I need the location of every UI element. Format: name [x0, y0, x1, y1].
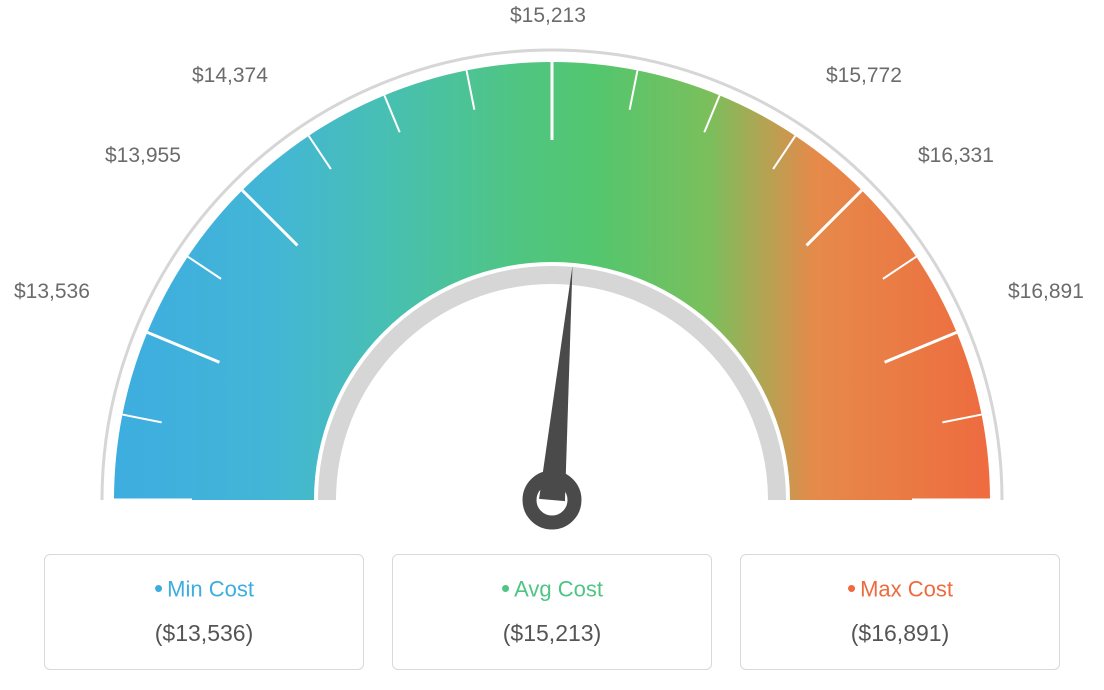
legend-title-max: •Max Cost — [751, 575, 1049, 606]
gauge-tick-label: $16,331 — [918, 144, 994, 168]
legend-dot-icon: • — [501, 573, 510, 604]
legend-row: •Min Cost($13,536)•Avg Cost($15,213)•Max… — [0, 554, 1104, 670]
legend-title-text: Avg Cost — [514, 576, 603, 601]
legend-dot-icon: • — [847, 573, 856, 604]
legend-title-text: Max Cost — [860, 576, 953, 601]
gauge-tick-label: $16,891 — [1008, 280, 1084, 304]
legend-title-avg: •Avg Cost — [403, 575, 701, 606]
legend-card-max: •Max Cost ($16,891) — [740, 554, 1060, 670]
gauge-tick-label: $14,374 — [192, 64, 268, 88]
legend-dot-icon: • — [154, 573, 163, 604]
gauge-tick-label: $13,955 — [105, 144, 181, 168]
gauge-tick-label: $15,772 — [826, 64, 902, 88]
legend-title-min: •Min Cost — [55, 575, 353, 606]
gauge-tick-label: $15,213 — [510, 4, 586, 28]
legend-value-avg: ($15,213) — [403, 620, 701, 647]
legend-card-avg: •Avg Cost ($15,213) — [392, 554, 712, 670]
legend-value-max: ($16,891) — [751, 620, 1049, 647]
gauge-needle — [539, 266, 572, 501]
gauge-chart: $13,536 $13,955 $14,374 $15,213 $15,772 $16,3… — [0, 0, 1104, 540]
legend-title-text: Min Cost — [167, 576, 254, 601]
gauge-svg — [0, 0, 1104, 540]
legend-value-min: ($13,536) — [55, 620, 353, 647]
legend-card-min: •Min Cost ($13,536) — [44, 554, 364, 670]
gauge-tick-label: $13,536 — [14, 280, 90, 304]
